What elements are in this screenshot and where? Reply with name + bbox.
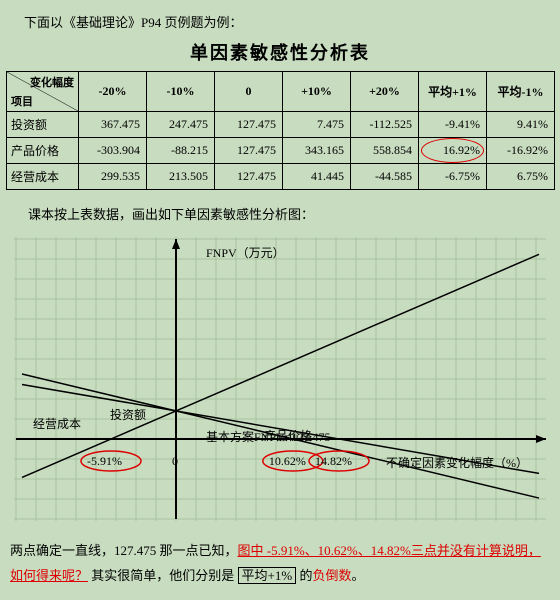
- svg-text:FNPV（万元）: FNPV（万元）: [206, 246, 285, 260]
- svg-text:10.62%: 10.62%: [269, 454, 306, 468]
- table-cell: 127.475: [215, 138, 283, 164]
- column-header: 平均+1%: [419, 72, 487, 112]
- table-cell: 558.854: [351, 138, 419, 164]
- explain-text-3: 的: [296, 568, 312, 583]
- svg-text:经营成本: 经营成本: [33, 417, 81, 431]
- table-cell: -303.904: [79, 138, 147, 164]
- table-cell: 127.475: [215, 164, 283, 190]
- row-label: 产品价格: [7, 138, 79, 164]
- table-cell: 127.475: [215, 112, 283, 138]
- svg-text:投资额: 投资额: [110, 407, 146, 422]
- table-cell: -9.41%: [419, 112, 487, 138]
- table-row: 投资额367.475247.475127.4757.475-112.525-9.…: [7, 112, 555, 138]
- svg-text:0: 0: [172, 454, 178, 468]
- svg-text:-5.91%: -5.91%: [87, 454, 122, 468]
- column-header: 平均-1%: [487, 72, 555, 112]
- intro-text: 下面以《基础理论》P94 页例题为例：: [24, 12, 554, 31]
- column-header: +20%: [351, 72, 419, 112]
- table-cell: -88.215: [147, 138, 215, 164]
- explain-text-1: 两点确定一直线，127.475 那一点已知，: [10, 543, 238, 558]
- column-header: -10%: [147, 72, 215, 112]
- explain-text-2: 其实很简单，他们分别是: [88, 568, 238, 583]
- table-cell: 9.41%: [487, 112, 555, 138]
- table-cell: 367.475: [79, 112, 147, 138]
- table-cell: 213.505: [147, 164, 215, 190]
- table-cell: 7.475: [283, 112, 351, 138]
- table-cell: -6.75%: [419, 164, 487, 190]
- chart-caption: 课本按上表数据，画出如下单因素敏感性分析图：: [28, 204, 554, 223]
- header-diagonal-cell: 变化幅度项目: [7, 72, 79, 112]
- explain-boxed: 平均+1%: [238, 567, 297, 584]
- explain-text-4: 。: [351, 568, 364, 583]
- table-cell: 343.165: [283, 138, 351, 164]
- sensitivity-table: 变化幅度项目-20%-10%0+10%+20%平均+1%平均-1% 投资额367…: [6, 71, 555, 190]
- table-cell: -44.585: [351, 164, 419, 190]
- sensitivity-chart: FNPV（万元）不确定因素变化幅度（%）投资额产品价格经营成本基本方案FNPV=…: [6, 229, 554, 529]
- chart-container: FNPV（万元）不确定因素变化幅度（%）投资额产品价格经营成本基本方案FNPV=…: [6, 229, 554, 529]
- table-cell: 6.75%: [487, 164, 555, 190]
- table-cell: 41.445: [283, 164, 351, 190]
- column-header: 0: [215, 72, 283, 112]
- table-cell: 16.92%: [419, 138, 487, 164]
- svg-text:基本方案FNPV=127.475: 基本方案FNPV=127.475: [206, 429, 330, 444]
- table-title: 单因素敏感性分析表: [6, 39, 554, 65]
- column-header: -20%: [79, 72, 147, 112]
- table-row: 产品价格-303.904-88.215127.475343.165558.854…: [7, 138, 555, 164]
- svg-text:14.82%: 14.82%: [315, 454, 352, 468]
- column-header: +10%: [283, 72, 351, 112]
- table-row: 经营成本299.535213.505127.47541.445-44.585-6…: [7, 164, 555, 190]
- table-cell: 247.475: [147, 112, 215, 138]
- explanation-paragraph: 两点确定一直线，127.475 那一点已知，图中 -5.91%、10.62%、1…: [10, 539, 550, 588]
- table-cell: 299.535: [79, 164, 147, 190]
- explain-red-2: 负倒数: [312, 568, 351, 583]
- table-cell: -16.92%: [487, 138, 555, 164]
- table-cell: -112.525: [351, 112, 419, 138]
- row-label: 投资额: [7, 112, 79, 138]
- row-label: 经营成本: [7, 164, 79, 190]
